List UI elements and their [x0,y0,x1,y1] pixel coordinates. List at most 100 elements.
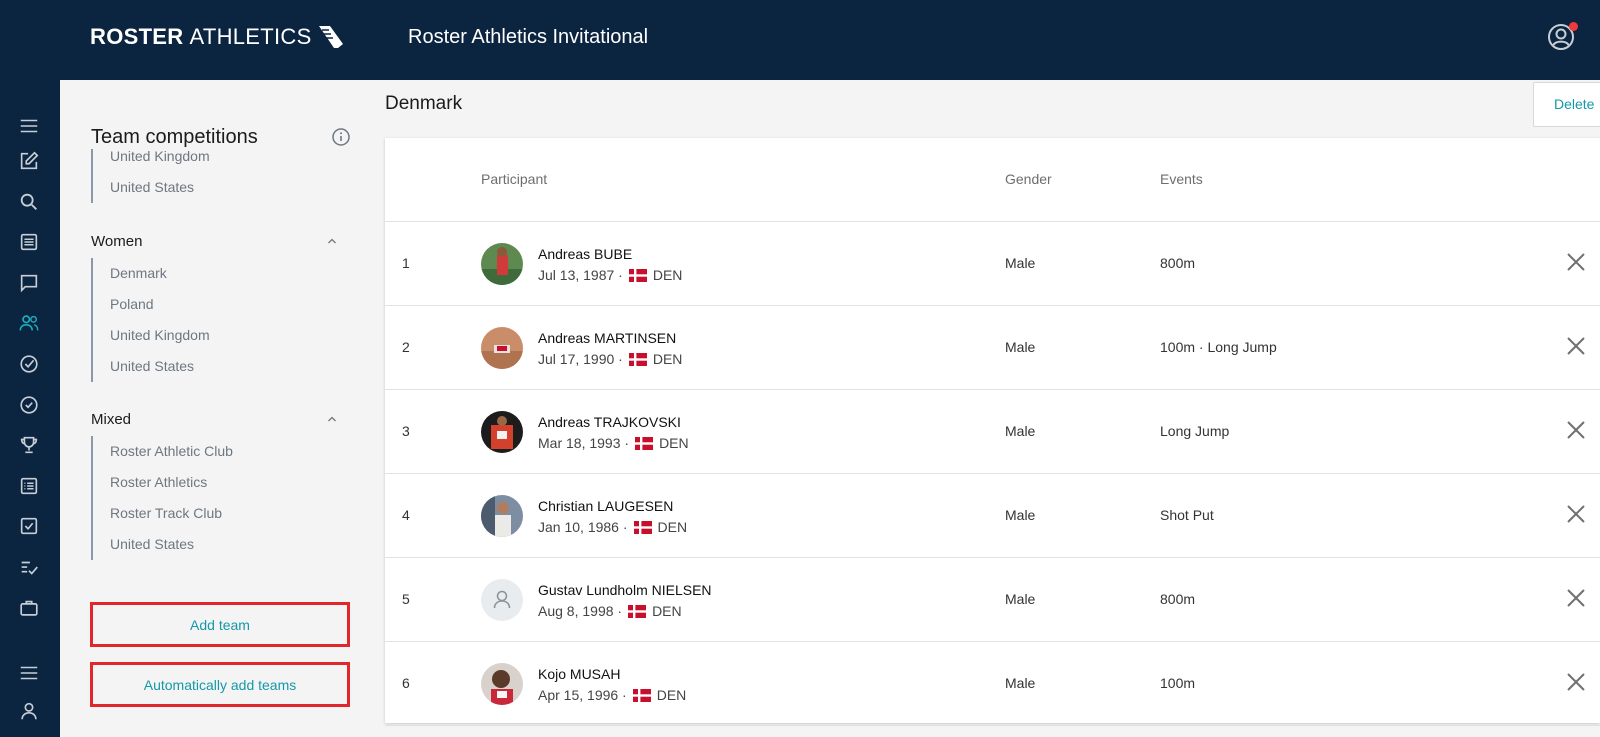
avatar [481,663,523,705]
account-button[interactable] [1546,22,1578,52]
table-row[interactable]: 5 Gustav Lundholm NIELSEN Aug 8, 1998 · … [385,558,1600,642]
row-number: 2 [402,339,410,355]
close-icon[interactable] [1565,587,1587,609]
sidebar-item-team[interactable]: United Kingdom [110,149,210,164]
chevron-up-icon[interactable] [326,413,338,425]
avatar [481,411,523,453]
participant-name[interactable]: Kojo MUSAH [538,666,621,682]
logo-text-light: ATHLETICS [189,24,312,49]
team-sidebar: Team competitions United Kingdom United … [60,80,370,737]
close-icon[interactable] [1565,419,1587,441]
winged-shoe-icon [318,26,343,48]
table-row[interactable]: 2 Andreas MARTINSEN Jul 17, 1990 · DEN M… [385,306,1600,390]
participant-meta: Jan 10, 1986 · DEN [538,519,687,535]
table-row[interactable]: 4 Christian LAUGESEN Jan 10, 1986 · DEN … [385,474,1600,558]
row-number: 6 [402,675,410,691]
notification-dot [1569,22,1578,31]
row-number: 3 [402,423,410,439]
row-number: 5 [402,591,410,607]
participant-meta: Mar 18, 1993 · DEN [538,435,689,451]
column-gender: Gender [1005,171,1052,187]
birth-date: Apr 15, 1996 · [538,687,627,703]
delete-button[interactable]: Delete [1533,82,1600,127]
previous-group-list: United Kingdom United States [91,149,331,205]
country-code: DEN [652,267,683,283]
sidebar-title: Team competitions [91,126,258,148]
list-icon[interactable] [17,230,41,254]
denmark-flag-icon [628,352,647,366]
menu-icon[interactable] [17,114,41,138]
participant-meta: Jul 17, 1990 · DEN [538,351,682,367]
results-list-icon[interactable] [17,474,41,498]
women-team-list: Denmark Poland United Kingdom United Sta… [91,258,210,382]
group-label-mixed[interactable]: Mixed [91,411,132,428]
table-header: Participant Gender Events [385,138,1600,222]
close-icon[interactable] [1565,251,1587,273]
participant-name[interactable]: Andreas MARTINSEN [538,330,677,346]
table-row[interactable]: 1 Andreas BUBE Jul 13, 1987 · DEN Male 8… [385,222,1600,306]
birth-date: Mar 18, 1993 · [538,435,630,451]
country-code: DEN [652,603,682,619]
sidebar-item-team[interactable]: United States [110,358,195,374]
birth-date: Jul 17, 1990 · [538,351,623,367]
events-cell: Shot Put [1160,507,1214,523]
birth-date: Jan 10, 1986 · [538,519,628,535]
denmark-flag-icon [632,688,651,702]
denmark-flag-icon [628,604,647,618]
close-icon[interactable] [1565,503,1587,525]
participant-meta: Jul 13, 1987 · DEN [538,267,682,283]
sidebar-item-team[interactable]: United States [110,179,195,195]
sidebar-item-team[interactable]: Roster Athletics [110,474,208,490]
search-icon[interactable] [17,190,41,214]
briefcase-icon[interactable] [17,596,41,620]
table-row[interactable]: 3 Andreas TRAJKOVSKI Mar 18, 1993 · DEN … [385,390,1600,474]
participant-meta: Aug 8, 1998 · DEN [538,603,682,619]
denmark-flag-icon [633,520,652,534]
sidebar-item-team[interactable]: Poland [110,296,154,312]
chat-icon[interactable] [17,271,41,295]
participant-name[interactable]: Gustav Lundholm NIELSEN [538,582,712,598]
avatar-placeholder [481,579,523,621]
events-cell: Long Jump [1160,423,1230,439]
sidebar-item-team[interactable]: United States [110,536,195,552]
gender-cell: Male [1005,339,1036,355]
sidebar-item-team[interactable]: Roster Track Club [110,505,223,521]
country-code: DEN [652,351,683,367]
edit-icon[interactable] [17,149,41,173]
add-team-button[interactable]: Add team [90,602,350,647]
participant-name[interactable]: Christian LAUGESEN [538,498,674,514]
checkbox-icon[interactable] [17,514,41,538]
gender-cell: Male [1005,423,1036,439]
logo-text-bold: ROSTER [90,24,184,49]
avatar [481,327,523,369]
participant-name[interactable]: Andreas TRAJKOVSKI [538,414,681,430]
sidebar-item-team[interactable]: Roster Athletic Club [110,443,233,459]
birth-date: Jul 13, 1987 · [538,267,623,283]
roster-athletics-logo[interactable]: ROSTER ATHLETICS [90,24,346,50]
sidebar-item-team[interactable]: Denmark [110,265,167,281]
table-row[interactable]: 6 Kojo MUSAH Apr 15, 1996 · DEN Male 100… [385,642,1600,726]
sidebar-item-team[interactable]: United Kingdom [110,327,210,343]
check-circle-icon[interactable] [17,352,41,376]
row-number: 1 [402,255,410,271]
chevron-up-icon[interactable] [326,235,338,247]
group-label-women[interactable]: Women [91,233,143,250]
close-icon[interactable] [1565,335,1587,357]
close-icon[interactable] [1565,671,1587,693]
country-code: DEN [656,687,687,703]
denmark-flag-icon [628,268,647,282]
users-icon[interactable] [17,311,41,335]
participant-meta: Apr 15, 1996 · DEN [538,687,686,703]
checklist-icon[interactable] [17,556,41,580]
person-icon[interactable] [17,699,41,723]
participant-name[interactable]: Andreas BUBE [538,246,633,262]
auto-add-teams-button[interactable]: Automatically add teams [90,662,350,707]
check-circle-outline-icon[interactable] [17,393,41,417]
gender-cell: Male [1005,675,1036,691]
column-events: Events [1160,171,1203,187]
trophy-icon[interactable] [17,433,41,457]
participants-table: Participant Gender Events 1 Andreas BUBE… [385,138,1600,726]
info-icon[interactable] [331,127,351,147]
country-code: DEN [659,435,689,451]
menu-icon[interactable] [17,661,41,685]
